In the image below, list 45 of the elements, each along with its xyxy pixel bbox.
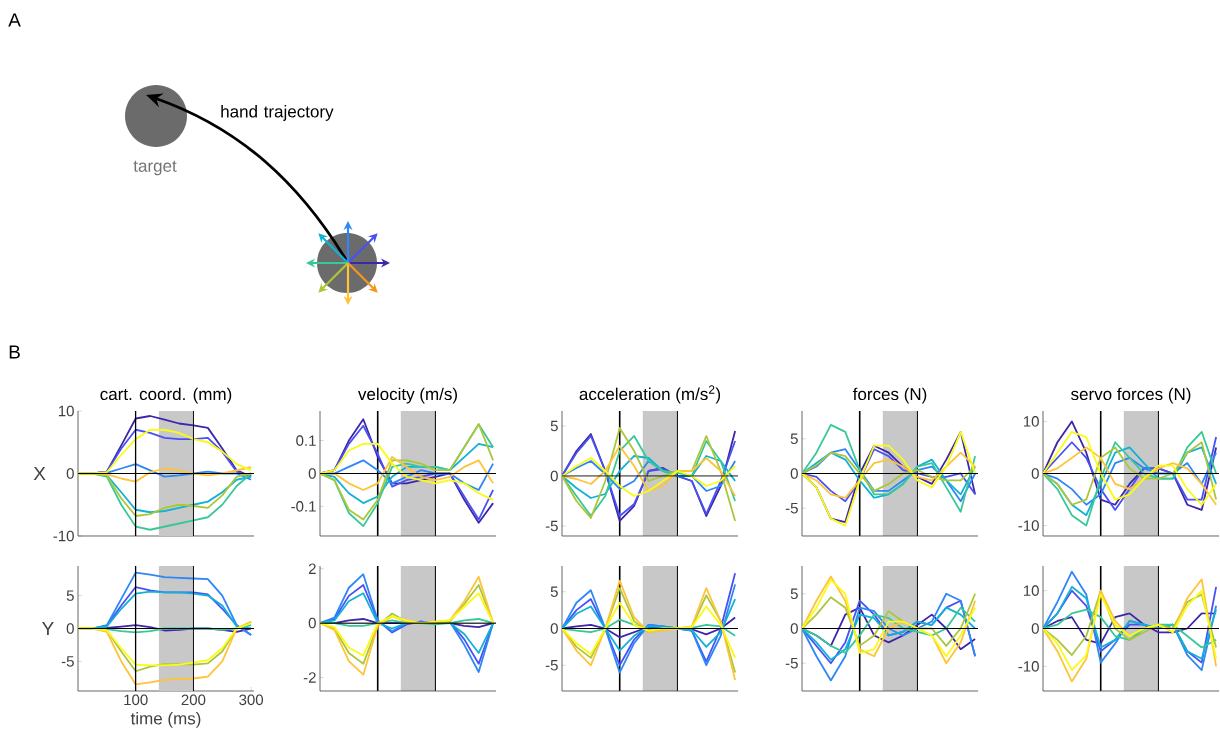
y-tick-label: 0 bbox=[1031, 468, 1039, 479]
y-tick-label: 5 bbox=[790, 588, 798, 600]
y-tick-label: 0 bbox=[66, 468, 74, 479]
x-tick-label: 200 bbox=[181, 694, 206, 706]
y-tick-label: 0 bbox=[308, 468, 316, 479]
y-tick-label: 2 bbox=[308, 563, 316, 574]
y-tick-label: 10 bbox=[1023, 416, 1039, 427]
y-tick-label: 0 bbox=[790, 468, 798, 479]
y-tick-label: -5 bbox=[785, 657, 798, 669]
chart-title: velocity (m/s) bbox=[358, 387, 457, 404]
y-tick-label: 0.1 bbox=[296, 435, 316, 446]
text: A bbox=[8, 13, 21, 27]
y-tick-label: 10 bbox=[1023, 585, 1039, 596]
y-tick-label: 5 bbox=[790, 433, 798, 444]
y-axis-title: Y bbox=[42, 621, 54, 636]
y-tick-label: 0 bbox=[550, 623, 558, 634]
y-tick-label: 10 bbox=[58, 405, 74, 417]
text: B bbox=[9, 345, 20, 359]
y-tick-label: -10 bbox=[1018, 661, 1039, 672]
x-axis-title: time (ms) bbox=[130, 712, 201, 728]
y-tick-label: 0 bbox=[66, 623, 74, 634]
chart-title: servo forces (N) bbox=[1071, 387, 1191, 404]
y-tick-label: 0 bbox=[550, 470, 558, 482]
y-tick-label: 5 bbox=[66, 590, 74, 601]
x-tick-label: 300 bbox=[239, 694, 264, 706]
y-tick-label: 0 bbox=[790, 623, 798, 634]
chart-title: forces (N) bbox=[852, 387, 927, 404]
y-tick-label: -5 bbox=[545, 520, 558, 532]
y-tick-label: -5 bbox=[545, 660, 558, 671]
y-tick-label: -0.1 bbox=[291, 501, 316, 512]
chart-title: cart. coord. (mm) bbox=[100, 387, 232, 404]
y-tick-label: -2 bbox=[303, 672, 316, 683]
text: hand trajectory bbox=[221, 105, 334, 121]
y-tick-label: 0 bbox=[308, 617, 316, 629]
y-tick-label: 5 bbox=[550, 586, 558, 597]
chart-title: acceleration (m/s$^{2}$) bbox=[579, 385, 721, 404]
y-axis-title: X bbox=[33, 466, 46, 481]
x-tick-label: 100 bbox=[124, 694, 148, 706]
y-tick-label: 0 bbox=[1031, 623, 1039, 634]
y-tick-label: -10 bbox=[1018, 520, 1039, 531]
y-tick-label: 5 bbox=[550, 420, 558, 432]
text: target bbox=[133, 160, 177, 176]
y-tick-label: -10 bbox=[53, 530, 74, 542]
y-tick-label: -5 bbox=[61, 656, 74, 667]
y-tick-label: -5 bbox=[785, 502, 798, 514]
